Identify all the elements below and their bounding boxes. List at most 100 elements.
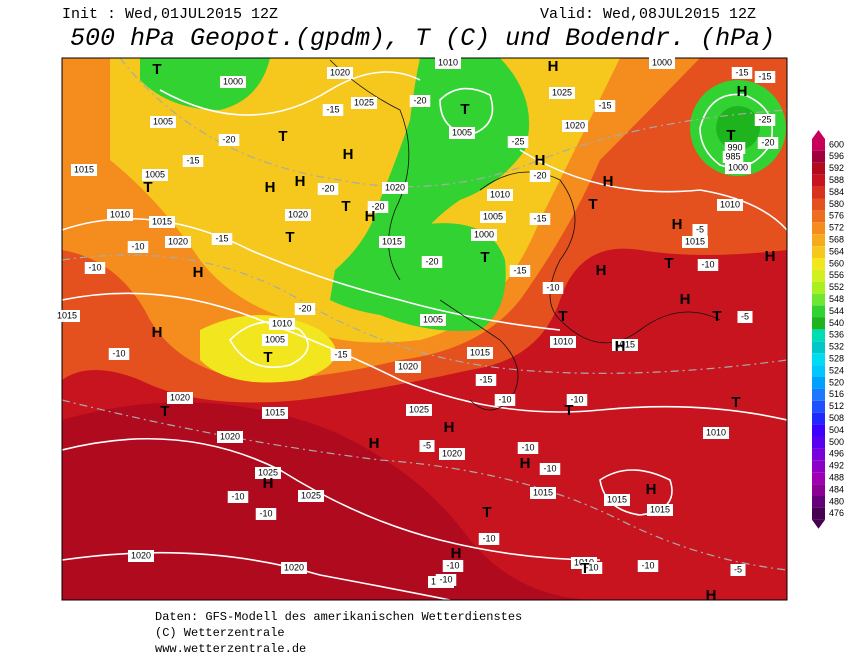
isotherm-label: -10 (131, 241, 144, 251)
colorbar-label: 524 (829, 365, 844, 375)
isobar-label-box (480, 211, 506, 223)
colorbar-band (812, 496, 825, 508)
isobar-label: 1015 (470, 347, 490, 357)
isotherm-label-box (127, 241, 149, 253)
colorbar-band (812, 258, 825, 270)
isotherm-label-box (419, 440, 435, 452)
isobar-label-box (142, 169, 168, 181)
colorbar-label: 484 (829, 484, 844, 494)
init-time: Init : Wed,01JUL2015 12Z (62, 6, 278, 23)
isotherm-label-box (507, 136, 529, 148)
isobar (62, 292, 787, 421)
colorbar-band (812, 388, 825, 401)
isotherm-label-box (494, 394, 516, 406)
colorbar-label: 568 (829, 235, 844, 245)
pressure-center: T (564, 402, 573, 419)
isobar-label: 1025 (409, 404, 429, 414)
isobar-label: 1010 (706, 427, 726, 437)
isotherm (119, 58, 787, 188)
isotherm-label: -15 (598, 100, 611, 110)
colorbar-band (812, 400, 825, 413)
isobar (159, 71, 421, 116)
pressure-center: T (726, 127, 735, 144)
colorbar-band (812, 269, 825, 282)
isotherm-label: -10 (112, 348, 125, 358)
isotherm-label: -10 (231, 491, 244, 501)
pressure-center: T (143, 179, 152, 196)
isotherm-label: -5 (741, 311, 749, 321)
isotherm-label: -20 (425, 256, 438, 266)
isotherm-label-box (737, 311, 753, 323)
isobar-label-box (298, 490, 324, 502)
pressure-center: H (295, 173, 306, 190)
pressure-center: H (596, 262, 607, 279)
colorbar-label: 552 (829, 282, 844, 292)
colorbar-band (812, 198, 825, 211)
isotherm-label-box (330, 349, 352, 361)
colorbar-label: 476 (829, 508, 844, 518)
isobar-label-box (351, 97, 377, 109)
isobar-label-box (107, 209, 133, 221)
colorbar-band (812, 234, 825, 247)
isobar-label: 1015 (533, 487, 553, 497)
isotherm-label: -25 (511, 136, 524, 146)
isobar (229, 321, 309, 369)
isobar-label: 1025 (258, 467, 278, 477)
isotherm-label-box (509, 265, 531, 277)
pressure-center: H (672, 216, 683, 233)
isotherm-label: -20 (533, 170, 546, 180)
colorbar-band (812, 162, 825, 175)
colorbar-band (812, 150, 825, 163)
colorbar-label: 556 (829, 270, 844, 280)
pressure-center: T (278, 128, 287, 145)
isotherm-label: -10 (446, 560, 459, 570)
isotherm-label: -15 (533, 213, 546, 223)
isotherm-label-box (409, 95, 431, 107)
isobar-label-box (217, 431, 243, 443)
isobar-label-box (128, 550, 154, 562)
isotherm-label: -10 (585, 562, 598, 572)
isobar-label-box (647, 504, 673, 516)
pressure-center: T (731, 394, 740, 411)
colorbar-band (812, 305, 825, 318)
isobar-label-box (150, 116, 176, 128)
colorbar-label: 528 (829, 354, 844, 364)
pressure-center: H (152, 324, 163, 341)
isobar (519, 149, 787, 231)
isobar-label-box (530, 487, 556, 499)
isobar-label: 1005 (452, 127, 472, 137)
isotherm-label-box (539, 463, 561, 475)
isotherm-label-box (754, 114, 776, 126)
colorbar-band (812, 210, 825, 223)
colorbar-band (812, 329, 825, 342)
isobar-label: 1020 (168, 236, 188, 246)
colorbar-label: 512 (829, 401, 844, 411)
pressure-center: H (765, 248, 776, 265)
isobar-label: 1020 (288, 209, 308, 219)
colorbar-band (812, 424, 825, 437)
pressure-center: H (520, 455, 531, 472)
colorbar-band (812, 353, 825, 366)
isotherm-label: -15 (758, 71, 771, 81)
isotherm-label-box (581, 562, 603, 574)
isobar-label-box (262, 407, 288, 419)
pressure-center: T (588, 196, 597, 213)
pressure-center: H (263, 475, 274, 492)
isotherm-label: -10 (259, 508, 272, 518)
colorbar-band (812, 293, 825, 306)
isotherm-label: -15 (186, 155, 199, 165)
pressure-center: H (548, 58, 559, 75)
pressure-center: H (369, 435, 380, 452)
isotherm-label: -20 (298, 303, 311, 313)
pressure-center: T (152, 61, 161, 78)
colorbar-band (812, 484, 825, 496)
isotherm-label-box (754, 71, 776, 83)
isobar-label: 1020 (170, 392, 190, 402)
isotherm-label-box (317, 183, 339, 195)
isobar-label-box (165, 236, 191, 248)
pressure-center: H (265, 179, 276, 196)
colorbar-label: 488 (829, 473, 844, 483)
isobar-label: 1015 (650, 504, 670, 514)
colorbar-label: 520 (829, 377, 844, 387)
